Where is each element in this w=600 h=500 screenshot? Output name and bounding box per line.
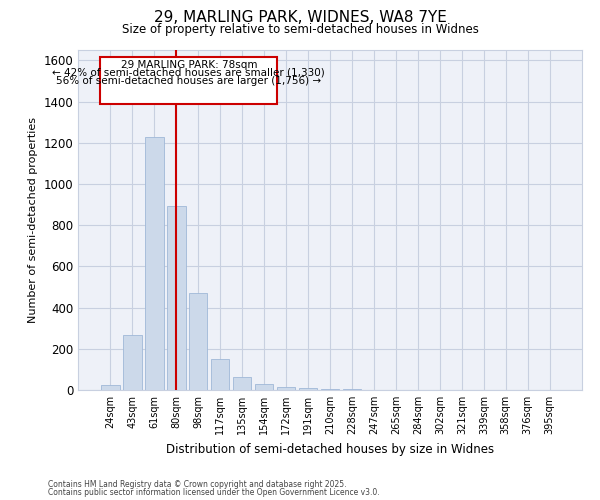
Bar <box>211 359 229 390</box>
Bar <box>233 376 251 390</box>
Bar <box>277 387 295 390</box>
Bar <box>123 336 142 390</box>
Text: 29 MARLING PARK: 78sqm: 29 MARLING PARK: 78sqm <box>121 60 257 70</box>
Bar <box>189 293 208 390</box>
Text: ← 42% of semi-detached houses are smaller (1,330): ← 42% of semi-detached houses are smalle… <box>52 68 325 78</box>
Text: 56% of semi-detached houses are larger (1,756) →: 56% of semi-detached houses are larger (… <box>56 76 322 86</box>
Text: 29, MARLING PARK, WIDNES, WA8 7YE: 29, MARLING PARK, WIDNES, WA8 7YE <box>154 10 446 25</box>
Text: Contains HM Land Registry data © Crown copyright and database right 2025.: Contains HM Land Registry data © Crown c… <box>48 480 347 489</box>
Text: Size of property relative to semi-detached houses in Widnes: Size of property relative to semi-detach… <box>122 22 478 36</box>
Y-axis label: Number of semi-detached properties: Number of semi-detached properties <box>28 117 38 323</box>
Bar <box>101 385 119 390</box>
Bar <box>320 389 340 390</box>
Bar <box>167 206 185 390</box>
Bar <box>145 136 164 390</box>
X-axis label: Distribution of semi-detached houses by size in Widnes: Distribution of semi-detached houses by … <box>166 442 494 456</box>
FancyBboxPatch shape <box>100 56 277 104</box>
Text: Contains public sector information licensed under the Open Government Licence v3: Contains public sector information licen… <box>48 488 380 497</box>
Bar <box>299 388 317 390</box>
Bar <box>255 384 274 390</box>
